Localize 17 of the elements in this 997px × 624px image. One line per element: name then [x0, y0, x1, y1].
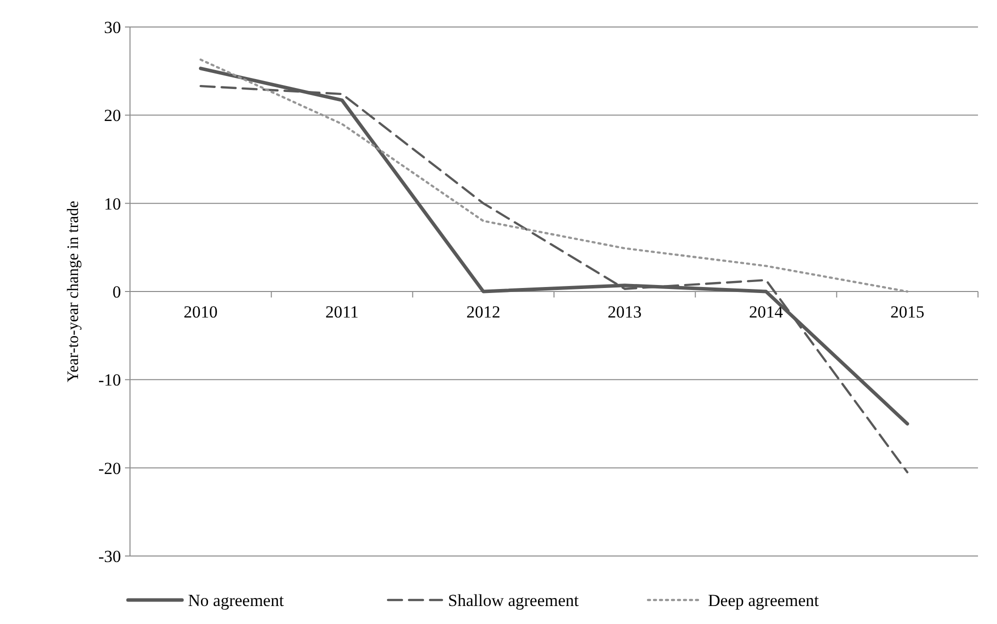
- y-tick-label: -30: [98, 546, 121, 566]
- y-tick-label: 10: [104, 194, 121, 214]
- legend-label: Shallow agreement: [448, 590, 580, 610]
- legend-label: No agreement: [188, 590, 284, 610]
- x-tick-label: 2013: [608, 302, 642, 322]
- x-tick-label: 2014: [749, 302, 784, 322]
- x-tick-label: 2011: [325, 302, 359, 322]
- y-tick-label: -10: [98, 370, 121, 390]
- y-tick-label: 30: [104, 18, 121, 37]
- y-tick-label: 20: [104, 106, 121, 126]
- x-tick-label: 2015: [890, 302, 924, 322]
- y-tick-label: 0: [112, 282, 121, 302]
- legend-label: Deep agreement: [708, 590, 820, 610]
- x-tick-label: 2010: [184, 302, 218, 322]
- x-tick-label: 2012: [466, 302, 500, 322]
- y-tick-label: -20: [98, 458, 121, 478]
- y-axis-title: Year-to-year change in trade: [65, 200, 82, 382]
